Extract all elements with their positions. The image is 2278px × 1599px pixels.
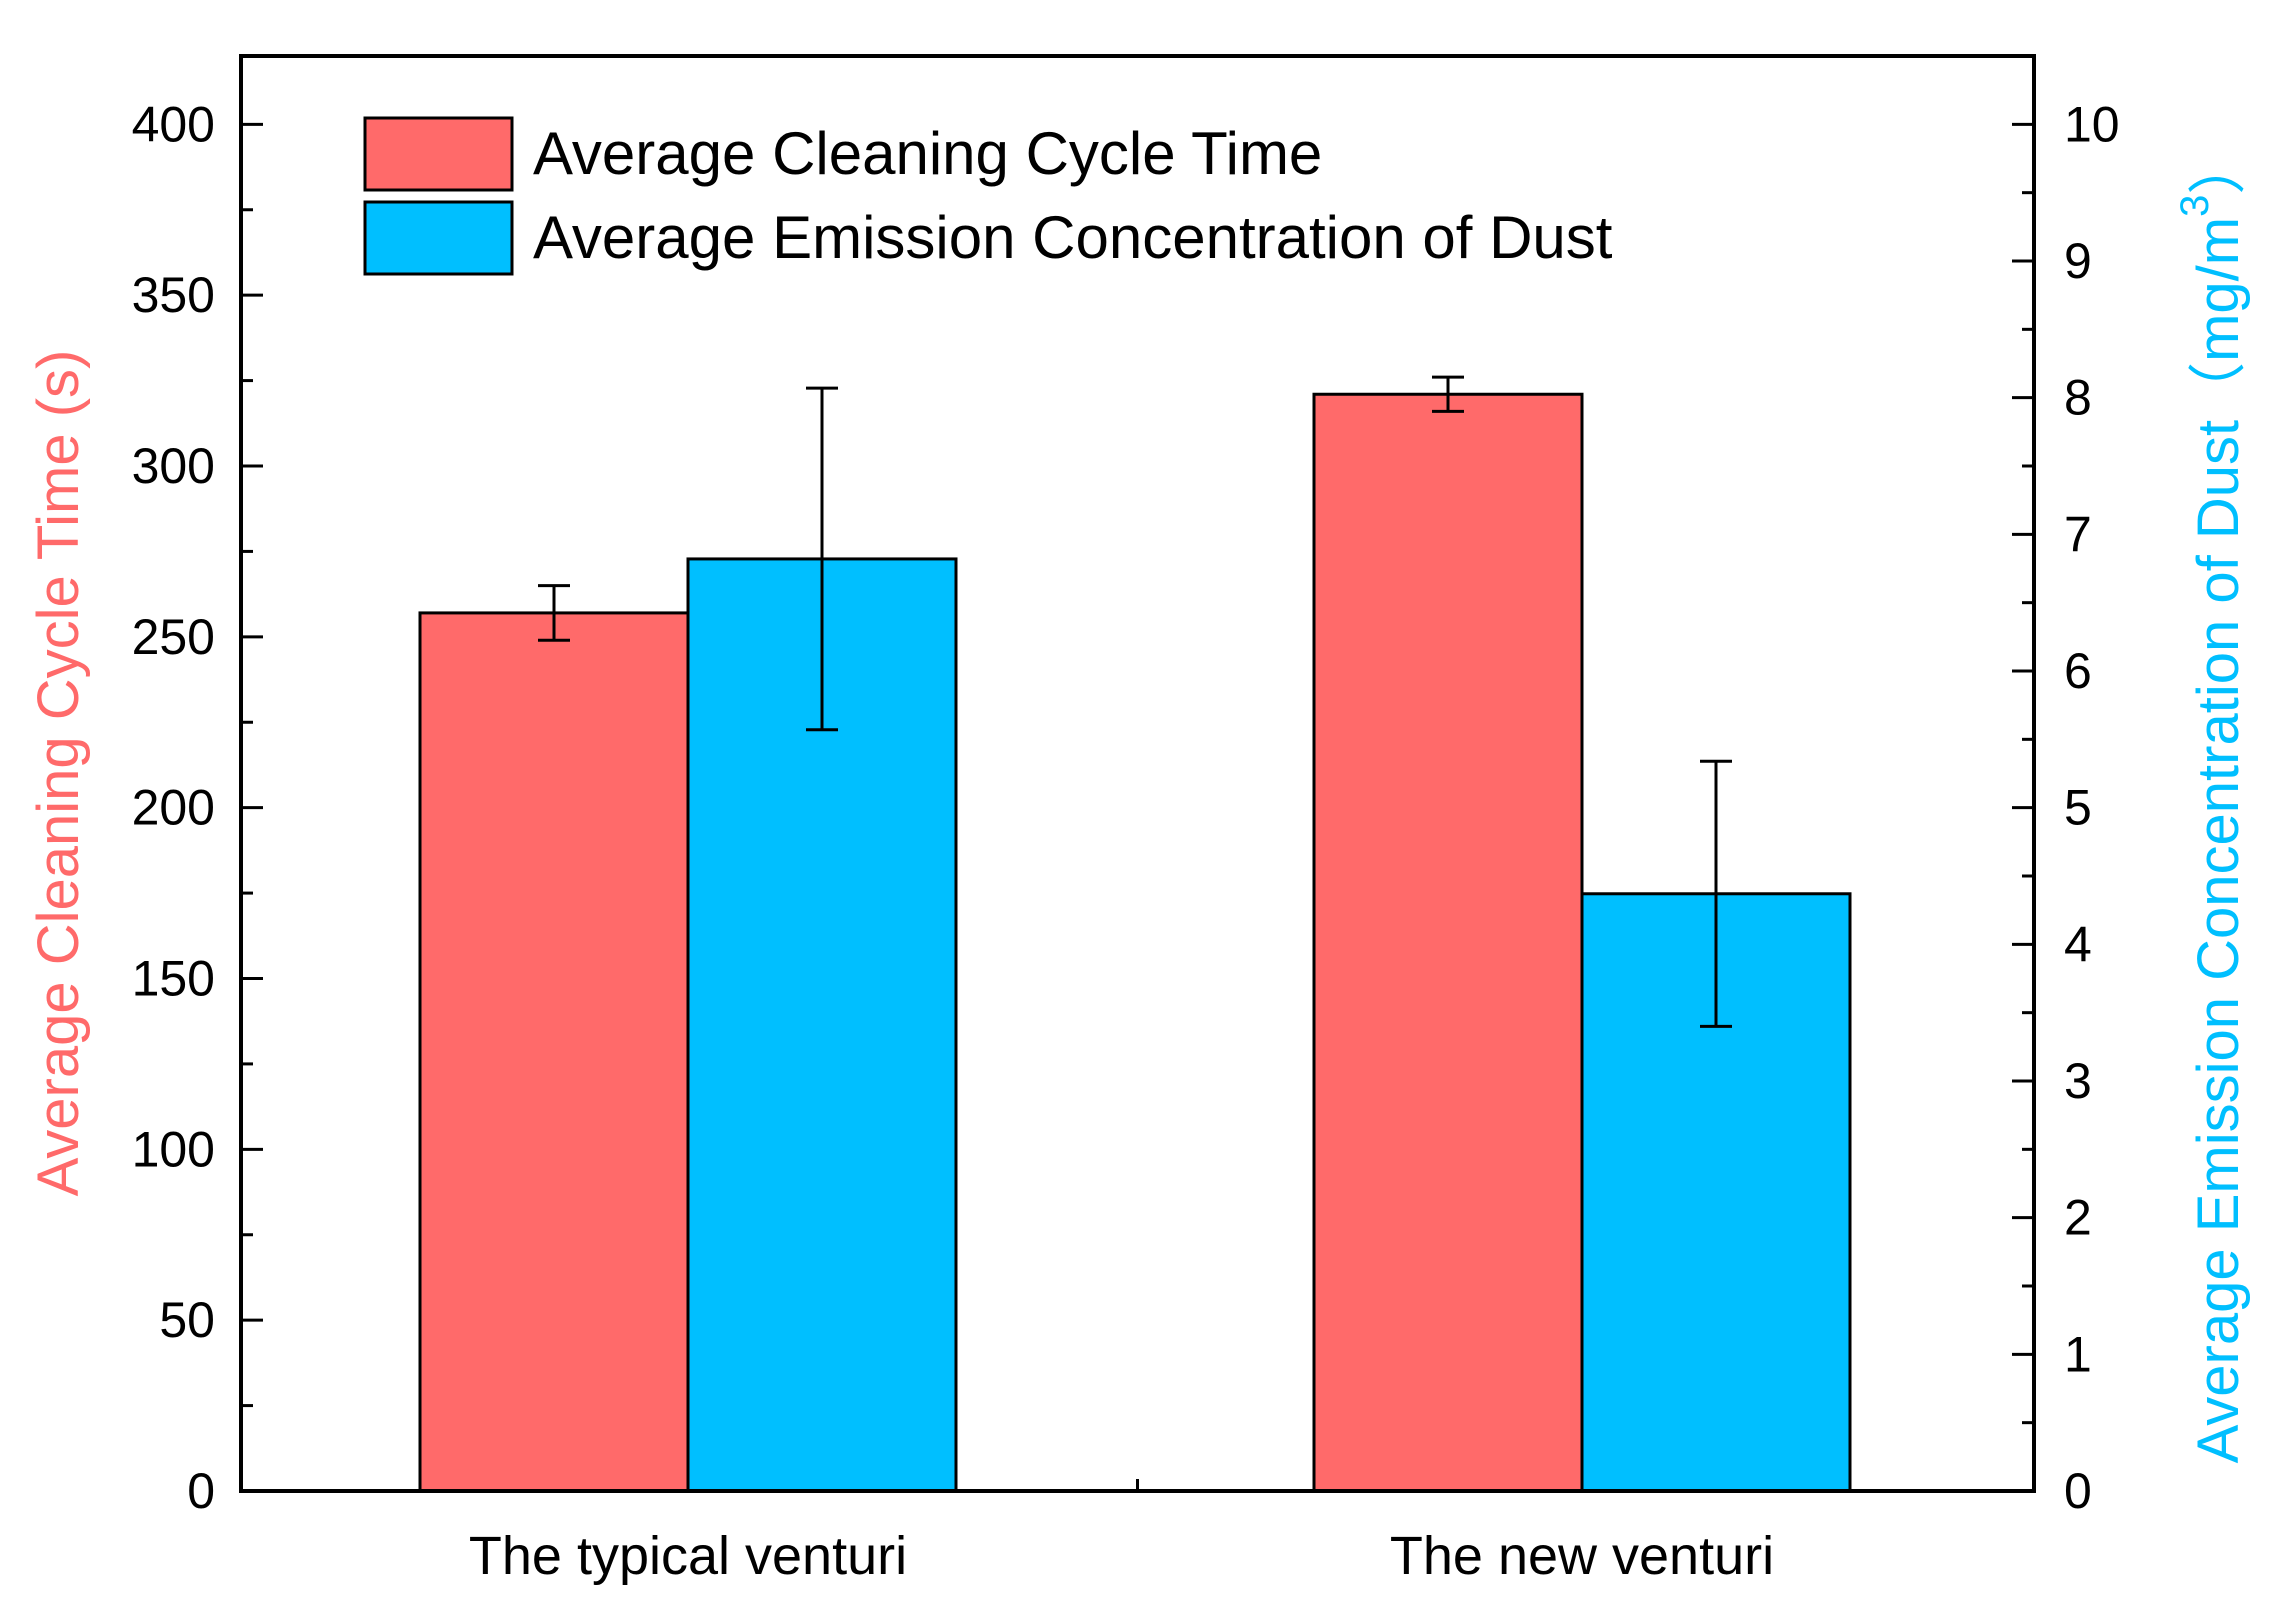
y-axis-right-title-main: Average Emission Concentration of Dust（m… [2186,217,2251,1463]
bar-cleaning-cycle-typical [418,611,690,1493]
y-left-tick-label: 50 [159,1292,215,1348]
y-right-tick-label: 3 [2064,1053,2092,1109]
y-left-tick-label: 350 [132,267,215,323]
y-axis-right-title: Average Emission Concentration of Dust（m… [2173,137,2251,1464]
category-label-typical: The typical venturi [469,1526,907,1586]
ticks-layer [241,54,2034,1493]
bar-cleaning-cycle-new [1312,392,1584,1493]
y-right-tick-label: 4 [2064,916,2092,972]
error-bar-emission-new [1700,759,1732,1028]
category-label-new: The new venturi [1390,1526,1774,1586]
y-axis-right-title-close: ） [2186,137,2251,195]
y-right-tick-label: 9 [2064,233,2092,289]
y-left-tick-label: 250 [132,609,215,665]
y-left-tick-label: 200 [132,780,215,836]
y-left-tick-label: 400 [132,96,215,152]
y-axis-right-title-superscript: 3 [2173,195,2217,217]
y-right-tick-label: 10 [2064,96,2120,152]
y-right-tick-label: 5 [2064,780,2092,836]
legend-swatch-emission-concentration [363,200,514,276]
error-bar-cleaning-cycle-new [1432,375,1464,413]
y-left-tick-label: 0 [187,1463,215,1519]
legend-label-emission-concentration: Average Emission Concentration of Dust [533,204,1613,271]
y-right-tick-label: 1 [2064,1326,2092,1382]
y-left-tick-label: 100 [132,1121,215,1177]
error-bars-layer [538,375,1732,1028]
legend-swatch-cleaning-cycle-time [363,116,514,192]
y-right-tick-label: 8 [2064,370,2092,426]
y-left-tick-label: 300 [132,438,215,494]
y-right-tick-label: 0 [2064,1463,2092,1519]
y-right-tick-label: 7 [2064,506,2092,562]
bars-layer [418,392,1852,1493]
error-bar-cleaning-cycle-typical [538,584,570,642]
y-axis-left-title: Average Cleaning Cycle Time (s) [26,350,91,1197]
y-left-tick-label: 150 [132,951,215,1007]
error-bar-emission-typical [806,386,838,732]
y-right-tick-label: 6 [2064,643,2092,699]
tick-labels-layer: 0 50 100 150 200 250 300 350 400 0 1 2 3 4 5 6 7 8 9 10 [132,96,2120,1519]
legend: Average Cleaning Cycle Time Average Emis… [363,116,1613,276]
legend-label-cleaning-cycle-time: Average Cleaning Cycle Time [533,120,1322,187]
y-right-tick-label: 2 [2064,1190,2092,1246]
